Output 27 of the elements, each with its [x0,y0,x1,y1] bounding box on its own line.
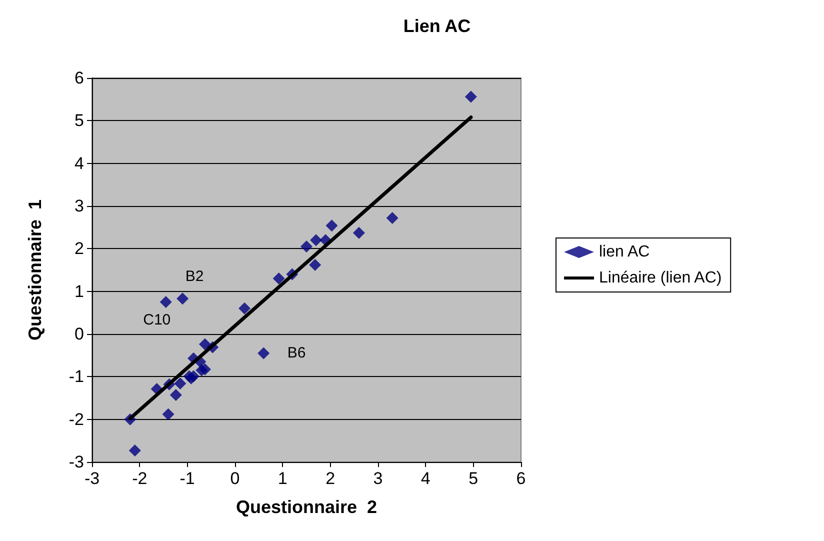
y-tick-label: -1 [68,367,84,386]
y-tick-label: -3 [68,452,84,472]
y-tick-label: 1 [74,282,84,301]
x-tick-label: -2 [132,469,148,488]
annotation: B6 [287,344,306,362]
legend-label: lien AC [599,244,650,260]
y-tick-label: 3 [74,196,84,216]
x-tick-label: 5 [468,469,478,488]
x-tick-label: 4 [420,469,430,488]
y-tick-label: 0 [74,324,84,344]
x-tick-label: 0 [230,469,240,488]
y-axis-title: Questionnaire 1 [25,199,45,341]
x-tick-label: -1 [180,469,195,488]
x-tick-label: 1 [278,469,288,488]
y-tick-label: 6 [74,68,84,88]
y-tick-label: -2 [68,410,84,429]
y-tick-label: 4 [74,154,84,173]
annotation: C10 [143,312,171,328]
chart-title: Lien AC [403,16,471,36]
annotation: B2 [185,268,204,286]
x-tick-label: 2 [326,469,336,488]
y-tick-label: 5 [74,111,84,130]
x-axis-title: Questionnaire 2 [236,497,378,517]
x-tick-label: 6 [516,469,526,488]
x-tick-label: 3 [373,469,383,488]
legend-label: Linéaire (lien AC) [599,270,722,286]
y-tick-label: 2 [74,239,84,258]
